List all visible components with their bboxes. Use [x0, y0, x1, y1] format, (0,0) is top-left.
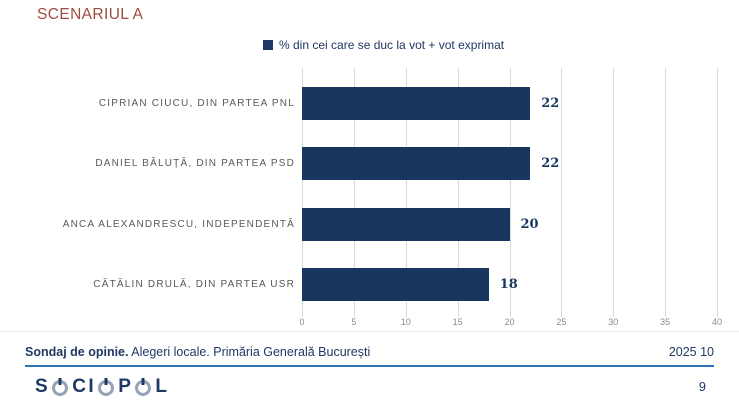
x-tick-label: 25	[556, 317, 567, 327]
logo-o-mark-icon	[98, 380, 115, 396]
gridline	[405, 68, 407, 317]
footer-source-rest: Alegeri locale. Primăria Generală Bucure…	[128, 345, 371, 359]
category-label: DANIEL BĂLUȚĂ, DIN PARTEA PSD	[95, 158, 295, 169]
x-tick-label: 20	[504, 317, 515, 327]
bar-value-label: 22	[541, 156, 560, 171]
category-label: CĂTĂLIN DRULĂ, DIN PARTEA USR	[93, 279, 295, 290]
gridline	[613, 68, 615, 317]
legend-square-icon	[263, 40, 273, 50]
legend-label: % din cei care se duc la vot + vot expri…	[279, 38, 505, 52]
category-axis: CIPRIAN CIUCU, DIN PARTEA PNL DANIEL BĂLU…	[0, 68, 295, 312]
category-label: CIPRIAN CIUCU, DIN PARTEA PNL	[98, 98, 295, 109]
gridline	[665, 68, 667, 317]
gridline	[717, 68, 718, 317]
x-tick-label: 15	[452, 317, 463, 327]
logo-o-mark-icon	[52, 380, 69, 396]
gridline	[509, 68, 511, 317]
x-tick-label: 40	[711, 317, 723, 327]
plot-area: 22 22 20 18	[302, 68, 718, 317]
bar-1	[302, 147, 531, 180]
footer-divider	[25, 365, 714, 367]
bar-value-label: 18	[499, 277, 518, 292]
footer-source-bold: Sondaj de opinie.	[25, 345, 129, 359]
page-title: SCENARIUL A	[37, 6, 144, 23]
footer-source: Sondaj de opinie. Alegeri locale. Primăr…	[25, 345, 370, 359]
chart-bottom-border	[0, 331, 739, 332]
gridline	[457, 68, 459, 317]
x-tick-label: 30	[608, 317, 619, 327]
x-axis: 0 5 10 15 20 25 30 35 40	[299, 317, 722, 331]
gridline	[353, 68, 355, 317]
bar-3	[302, 268, 489, 301]
footer-date: 2025 10	[668, 345, 714, 359]
logo-letter: L	[155, 376, 167, 397]
page-number: 9	[698, 379, 706, 394]
logo-letter: C	[72, 376, 86, 397]
chart-legend: % din cei care se duc la vot + vot expri…	[263, 38, 504, 52]
logo-letter: I	[88, 376, 94, 397]
logo-o-mark-icon	[135, 380, 152, 396]
x-tick-label: 5	[351, 317, 357, 327]
bar-value-label: 20	[520, 217, 539, 232]
bar-0	[302, 87, 531, 120]
bar-2	[302, 208, 510, 241]
x-tick-label: 35	[660, 317, 671, 327]
logo-letter: S	[35, 376, 48, 397]
x-tick-label: 0	[299, 317, 305, 327]
category-label: ANCA ALEXANDRESCU, INDEPENDENTĂ	[62, 219, 295, 230]
logo-letter: P	[118, 376, 131, 397]
gridline	[302, 68, 303, 317]
bar-value-label: 22	[541, 96, 560, 111]
gridline	[561, 68, 563, 317]
x-tick-label: 10	[400, 317, 411, 327]
